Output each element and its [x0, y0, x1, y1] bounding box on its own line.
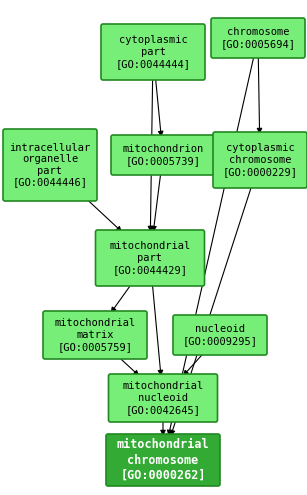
FancyBboxPatch shape: [111, 135, 215, 175]
Text: cytoplasmic
part
[GO:0044444]: cytoplasmic part [GO:0044444]: [115, 36, 191, 69]
FancyBboxPatch shape: [108, 374, 217, 422]
FancyBboxPatch shape: [101, 24, 205, 80]
FancyBboxPatch shape: [213, 132, 307, 188]
Text: mitochondrion
[GO:0005739]: mitochondrion [GO:0005739]: [122, 144, 204, 166]
Text: cytoplasmic
chromosome
[GO:0000229]: cytoplasmic chromosome [GO:0000229]: [223, 144, 297, 177]
Text: mitochondrial
chromosome
[GO:0000262]: mitochondrial chromosome [GO:0000262]: [117, 439, 209, 482]
FancyBboxPatch shape: [3, 129, 97, 201]
Text: intracellular
organelle
part
[GO:0044446]: intracellular organelle part [GO:0044446…: [10, 143, 91, 188]
Text: chromosome
[GO:0005694]: chromosome [GO:0005694]: [220, 27, 296, 49]
Text: nucleoid
[GO:0009295]: nucleoid [GO:0009295]: [182, 324, 258, 346]
Text: mitochondrial
part
[GO:0044429]: mitochondrial part [GO:0044429]: [109, 242, 191, 275]
FancyBboxPatch shape: [173, 315, 267, 355]
Text: mitochondrial
matrix
[GO:0005759]: mitochondrial matrix [GO:0005759]: [54, 318, 136, 351]
FancyBboxPatch shape: [95, 230, 204, 286]
FancyBboxPatch shape: [211, 18, 305, 58]
FancyBboxPatch shape: [106, 434, 220, 486]
Text: mitochondrial
nucleoid
[GO:0042645]: mitochondrial nucleoid [GO:0042645]: [122, 382, 204, 415]
FancyBboxPatch shape: [43, 311, 147, 359]
